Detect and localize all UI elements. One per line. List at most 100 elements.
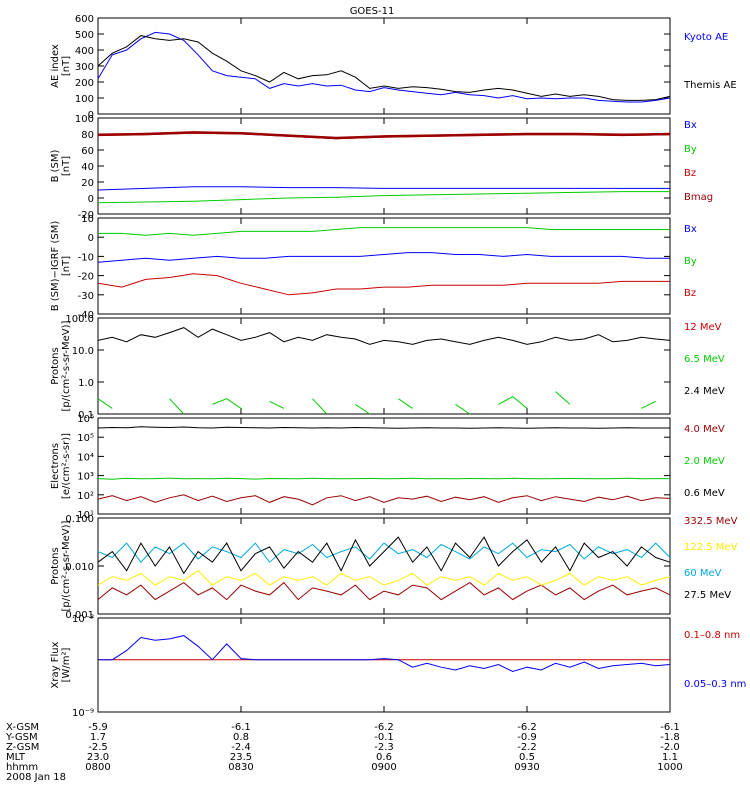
series-line-2-4-mev	[97, 327, 671, 345]
series-line-bmag	[97, 131, 671, 140]
y-tick-label: -30	[78, 291, 94, 302]
series-line-0-6-mev	[97, 426, 670, 429]
x-axis-row-label: hhmm	[6, 762, 38, 773]
y-axis-label: Protons	[50, 347, 61, 384]
y-tick-label: -20	[78, 210, 94, 221]
x-axis-row-label: X-GSM	[6, 722, 39, 733]
y-tick-label: 100	[75, 94, 94, 105]
x-axis-value: -6.1	[231, 722, 251, 733]
x-axis-row-label: MLT	[6, 752, 26, 763]
series-line-bz	[97, 273, 670, 296]
panel-3: 10 0 -10 -20 -30 -40 B (SM)−IGRF (SM) [nT] Bx By B…	[50, 214, 697, 321]
x-axis-value: 1.7	[90, 732, 106, 743]
series-line-60-mev	[97, 542, 671, 563]
series-line-27-5-mev	[97, 536, 671, 575]
y-tick-label: 10¹	[77, 510, 94, 521]
y-tick-label: 400	[75, 46, 94, 57]
legend-label: 122.5 MeV	[684, 542, 738, 553]
legend-label: 0.05–0.3 nm	[684, 679, 746, 690]
legend-label: 6.5 MeV	[684, 354, 725, 365]
panel-frame	[97, 417, 671, 515]
y-axis-label: [p/(cm²-s-sr-MeV)]	[61, 320, 72, 411]
panel-frame	[97, 317, 671, 415]
x-axis-value: -6.2	[374, 722, 394, 733]
panel-frame	[97, 217, 671, 315]
y-tick-label: 200	[75, 78, 94, 89]
panel-2: 100 80 60 40 20 0 -20 B (SM) [nT] Bx By Bz Bmag	[50, 114, 713, 221]
legend-label: Bz	[684, 288, 696, 299]
y-tick-label: 40	[81, 162, 94, 173]
x-axis-value: 0.6	[376, 752, 392, 763]
legend-label: 60 MeV	[684, 568, 722, 579]
y-tick-label: 0.100	[65, 514, 94, 525]
x-axis-value: -2.0	[660, 742, 680, 753]
y-tick-label: 10	[81, 214, 94, 225]
y-tick-label: 500	[75, 30, 94, 41]
y-tick-label: 1.0	[78, 378, 94, 389]
legend-label: Bx	[684, 120, 697, 131]
x-axis-value: 0930	[514, 762, 539, 773]
x-axis-value: -2.3	[374, 742, 394, 753]
x-axis-value: 0.8	[233, 732, 249, 743]
y-tick-label: 20	[81, 178, 94, 189]
x-axis-value: 0800	[85, 762, 110, 773]
y-axis-label: [nT]	[61, 256, 72, 276]
y-tick-label: 0	[88, 194, 94, 205]
y-tick-label: 80	[81, 130, 94, 141]
series-line-2-0-mev	[97, 477, 670, 480]
y-tick-label: 10³	[77, 472, 94, 483]
y-axis-label: [p/(cm²-s-sr-MeV)]	[61, 520, 72, 611]
y-tick-label: 0.010	[65, 562, 94, 573]
x-axis-value: 23.5	[230, 752, 252, 763]
y-axis-label: [nT]	[61, 56, 72, 76]
y-tick-label: 10⁶	[77, 414, 94, 425]
legend-label: 0.6 MeV	[684, 488, 725, 499]
legend-label: Bx	[684, 224, 697, 235]
legend-label: 2.0 MeV	[684, 456, 725, 467]
panel-4: 100.0 10.0 1.0 0.1 Protons [p/(cm²-s-sr-MeV)]…	[50, 314, 725, 421]
x-axis-value: 0830	[228, 762, 253, 773]
y-axis-label: [nT]	[61, 156, 72, 176]
x-axis-value: 1000	[657, 762, 682, 773]
legend-label: By	[684, 144, 697, 155]
y-tick-label: 0.1	[78, 410, 94, 421]
series-line-4-0-mev	[97, 494, 671, 506]
panel-frame	[97, 617, 671, 713]
y-tick-label: 0.001	[65, 610, 94, 621]
series-line-bx	[97, 252, 670, 263]
x-axis-value: 0900	[371, 762, 396, 773]
y-tick-label: -10	[78, 252, 94, 263]
x-axis-value: 23.0	[87, 752, 109, 763]
y-axis-label: [e/(cm²-s-sr)]	[61, 433, 72, 499]
y-tick-label: 100.0	[65, 314, 94, 325]
series-line-332-5-mev	[97, 581, 671, 601]
x-axis-value: 0.5	[519, 752, 535, 763]
y-tick-label: 10⁻⁹	[72, 708, 94, 719]
x-axis-value: -1.8	[660, 732, 680, 743]
x-axis-value: -0.1	[374, 732, 394, 743]
series-line-bx	[97, 186, 670, 191]
y-axis-label: B (SM)−IGRF (SM)	[50, 221, 61, 312]
y-tick-label: 0	[88, 233, 94, 244]
legend-label: 0.1–0.8 nm	[684, 630, 740, 641]
legend-label: Kyoto AE	[684, 32, 728, 43]
x-axis-value: -2.4	[231, 742, 251, 753]
x-axis-value: -6.2	[517, 722, 537, 733]
y-axis-label: AE index	[50, 44, 61, 88]
date-label: 2008 Jan 18	[6, 772, 66, 783]
y-tick-label: -20	[78, 272, 94, 283]
y-axis-label: Protons	[50, 547, 61, 584]
legend-label: 12 MeV	[684, 322, 722, 333]
legend-label: Bz	[684, 168, 696, 179]
panel-6: 0.100 0.010 0.001 Protons [p/(cm²-s-sr-MeV)]…	[50, 514, 738, 621]
x-axis-value: -0.9	[517, 732, 537, 743]
series-line-kyoto-ae	[97, 31, 671, 103]
y-tick-label: 100	[75, 114, 94, 125]
legend-label: Bmag	[684, 192, 713, 203]
series-line-themis-ae	[97, 35, 671, 101]
y-axis-label: B (SM)	[50, 149, 61, 182]
y-tick-label: 60	[81, 146, 94, 157]
y-tick-label: 10⁵	[77, 433, 94, 444]
